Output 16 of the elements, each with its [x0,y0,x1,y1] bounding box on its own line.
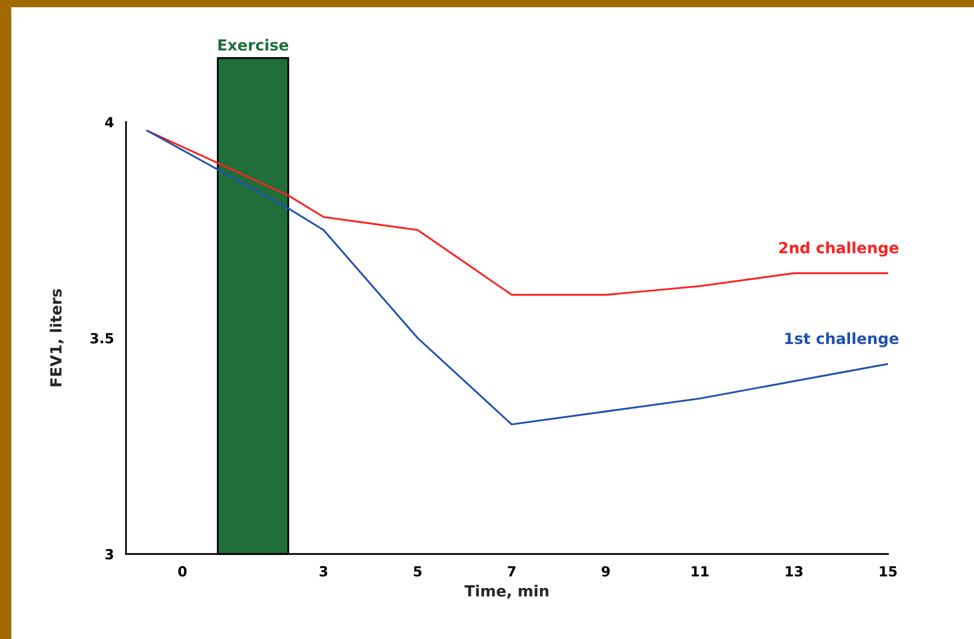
x-tick-label: 11 [692,566,709,576]
x-tick-label: 13 [786,566,802,577]
x-tick-label: 0 [178,566,187,577]
x-tick-label: 3 [320,566,328,577]
x-axis-title: Time, min [464,584,548,599]
y-tick-label: 3 [105,548,114,560]
x-tick-label: 7 [508,566,516,576]
x-tick-label: 15 [880,566,897,577]
y-tick-label: 3.5 [90,332,114,344]
y-tick-label: 4 [105,117,114,128]
x-tick-label: 9 [602,566,610,577]
band-label: Exercise [218,38,288,51]
series-label: 1st challenge [785,332,898,348]
x-tick-label: 5 [414,566,422,577]
series-label: 2nd challenge [779,242,898,257]
y-axis-title: FEV1, liters [50,289,64,386]
